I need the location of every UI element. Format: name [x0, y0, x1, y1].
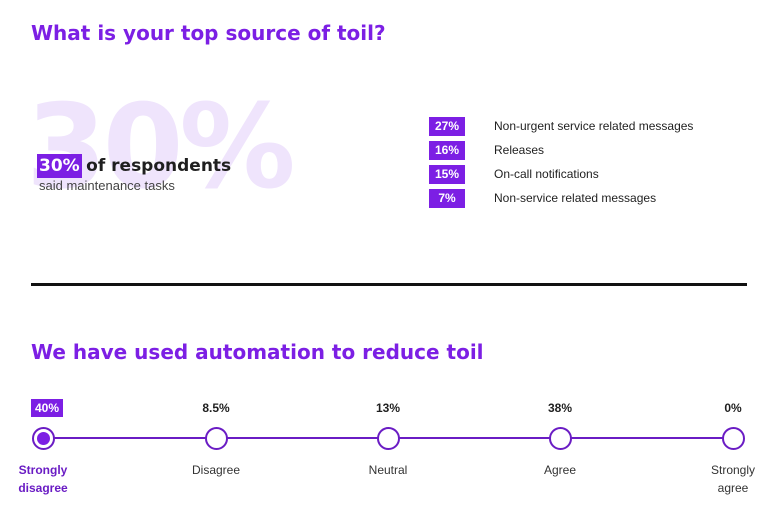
- source-percent-badge: 27%: [429, 117, 465, 136]
- source-percent-badge: 15%: [429, 165, 465, 184]
- source-percent-badge: 16%: [429, 141, 465, 160]
- scale-marker: [549, 427, 572, 450]
- headline-stat-text: of respondents: [86, 156, 232, 176]
- automation-title: We have used automation to reduce toil: [31, 340, 484, 364]
- source-label: Releases: [494, 143, 545, 157]
- scale-category-label: Strongly disagree: [18, 463, 68, 495]
- source-label: Non-urgent service related messages: [494, 119, 694, 133]
- headline-stat: 30% of respondents: [37, 154, 231, 178]
- headline-stat-subtext: said maintenance tasks: [39, 178, 175, 193]
- scale-marker: [377, 427, 400, 450]
- scale-percent-label: 13%: [375, 401, 401, 415]
- toil-source-title: What is your top source of toil?: [31, 21, 386, 45]
- scale-percent-label: 0%: [724, 401, 742, 415]
- scale-percent-label: 8.5%: [202, 401, 230, 415]
- background-watermark-percent: 30%: [26, 80, 296, 215]
- section-divider: [31, 283, 747, 286]
- agreement-scale: 40% Strongly disagree 8.5% Disagree 13% N…: [0, 390, 780, 515]
- scale-percent-label: 38%: [547, 401, 573, 415]
- headline-stat-value: 30%: [37, 154, 82, 178]
- source-percent-badge: 7%: [429, 189, 465, 208]
- scale-marker: [205, 427, 228, 450]
- scale-marker: [722, 427, 745, 450]
- scale-marker-selected: [32, 427, 55, 450]
- scale-category-label: Neutral: [368, 463, 408, 477]
- source-label: On-call notifications: [494, 167, 599, 181]
- source-label: Non-service related messages: [494, 191, 657, 205]
- scale-category-label: Strongly agree: [710, 463, 756, 495]
- scale-percent-label: 40%: [31, 399, 64, 417]
- scale-category-label: Disagree: [191, 463, 241, 477]
- scale-category-label: Agree: [543, 463, 577, 477]
